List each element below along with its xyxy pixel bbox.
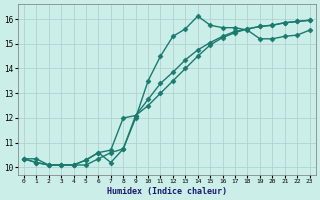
X-axis label: Humidex (Indice chaleur): Humidex (Indice chaleur) <box>107 187 227 196</box>
